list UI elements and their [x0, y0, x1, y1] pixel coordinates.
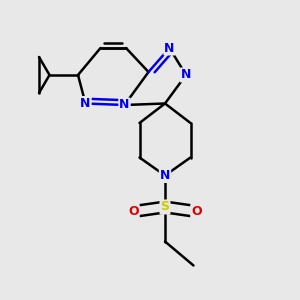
Text: N: N	[164, 41, 175, 55]
Text: N: N	[119, 98, 130, 112]
Text: O: O	[128, 205, 139, 218]
Text: N: N	[181, 68, 191, 82]
Text: N: N	[160, 169, 170, 182]
Text: N: N	[80, 97, 91, 110]
Text: O: O	[191, 205, 202, 218]
Text: S: S	[160, 200, 169, 214]
